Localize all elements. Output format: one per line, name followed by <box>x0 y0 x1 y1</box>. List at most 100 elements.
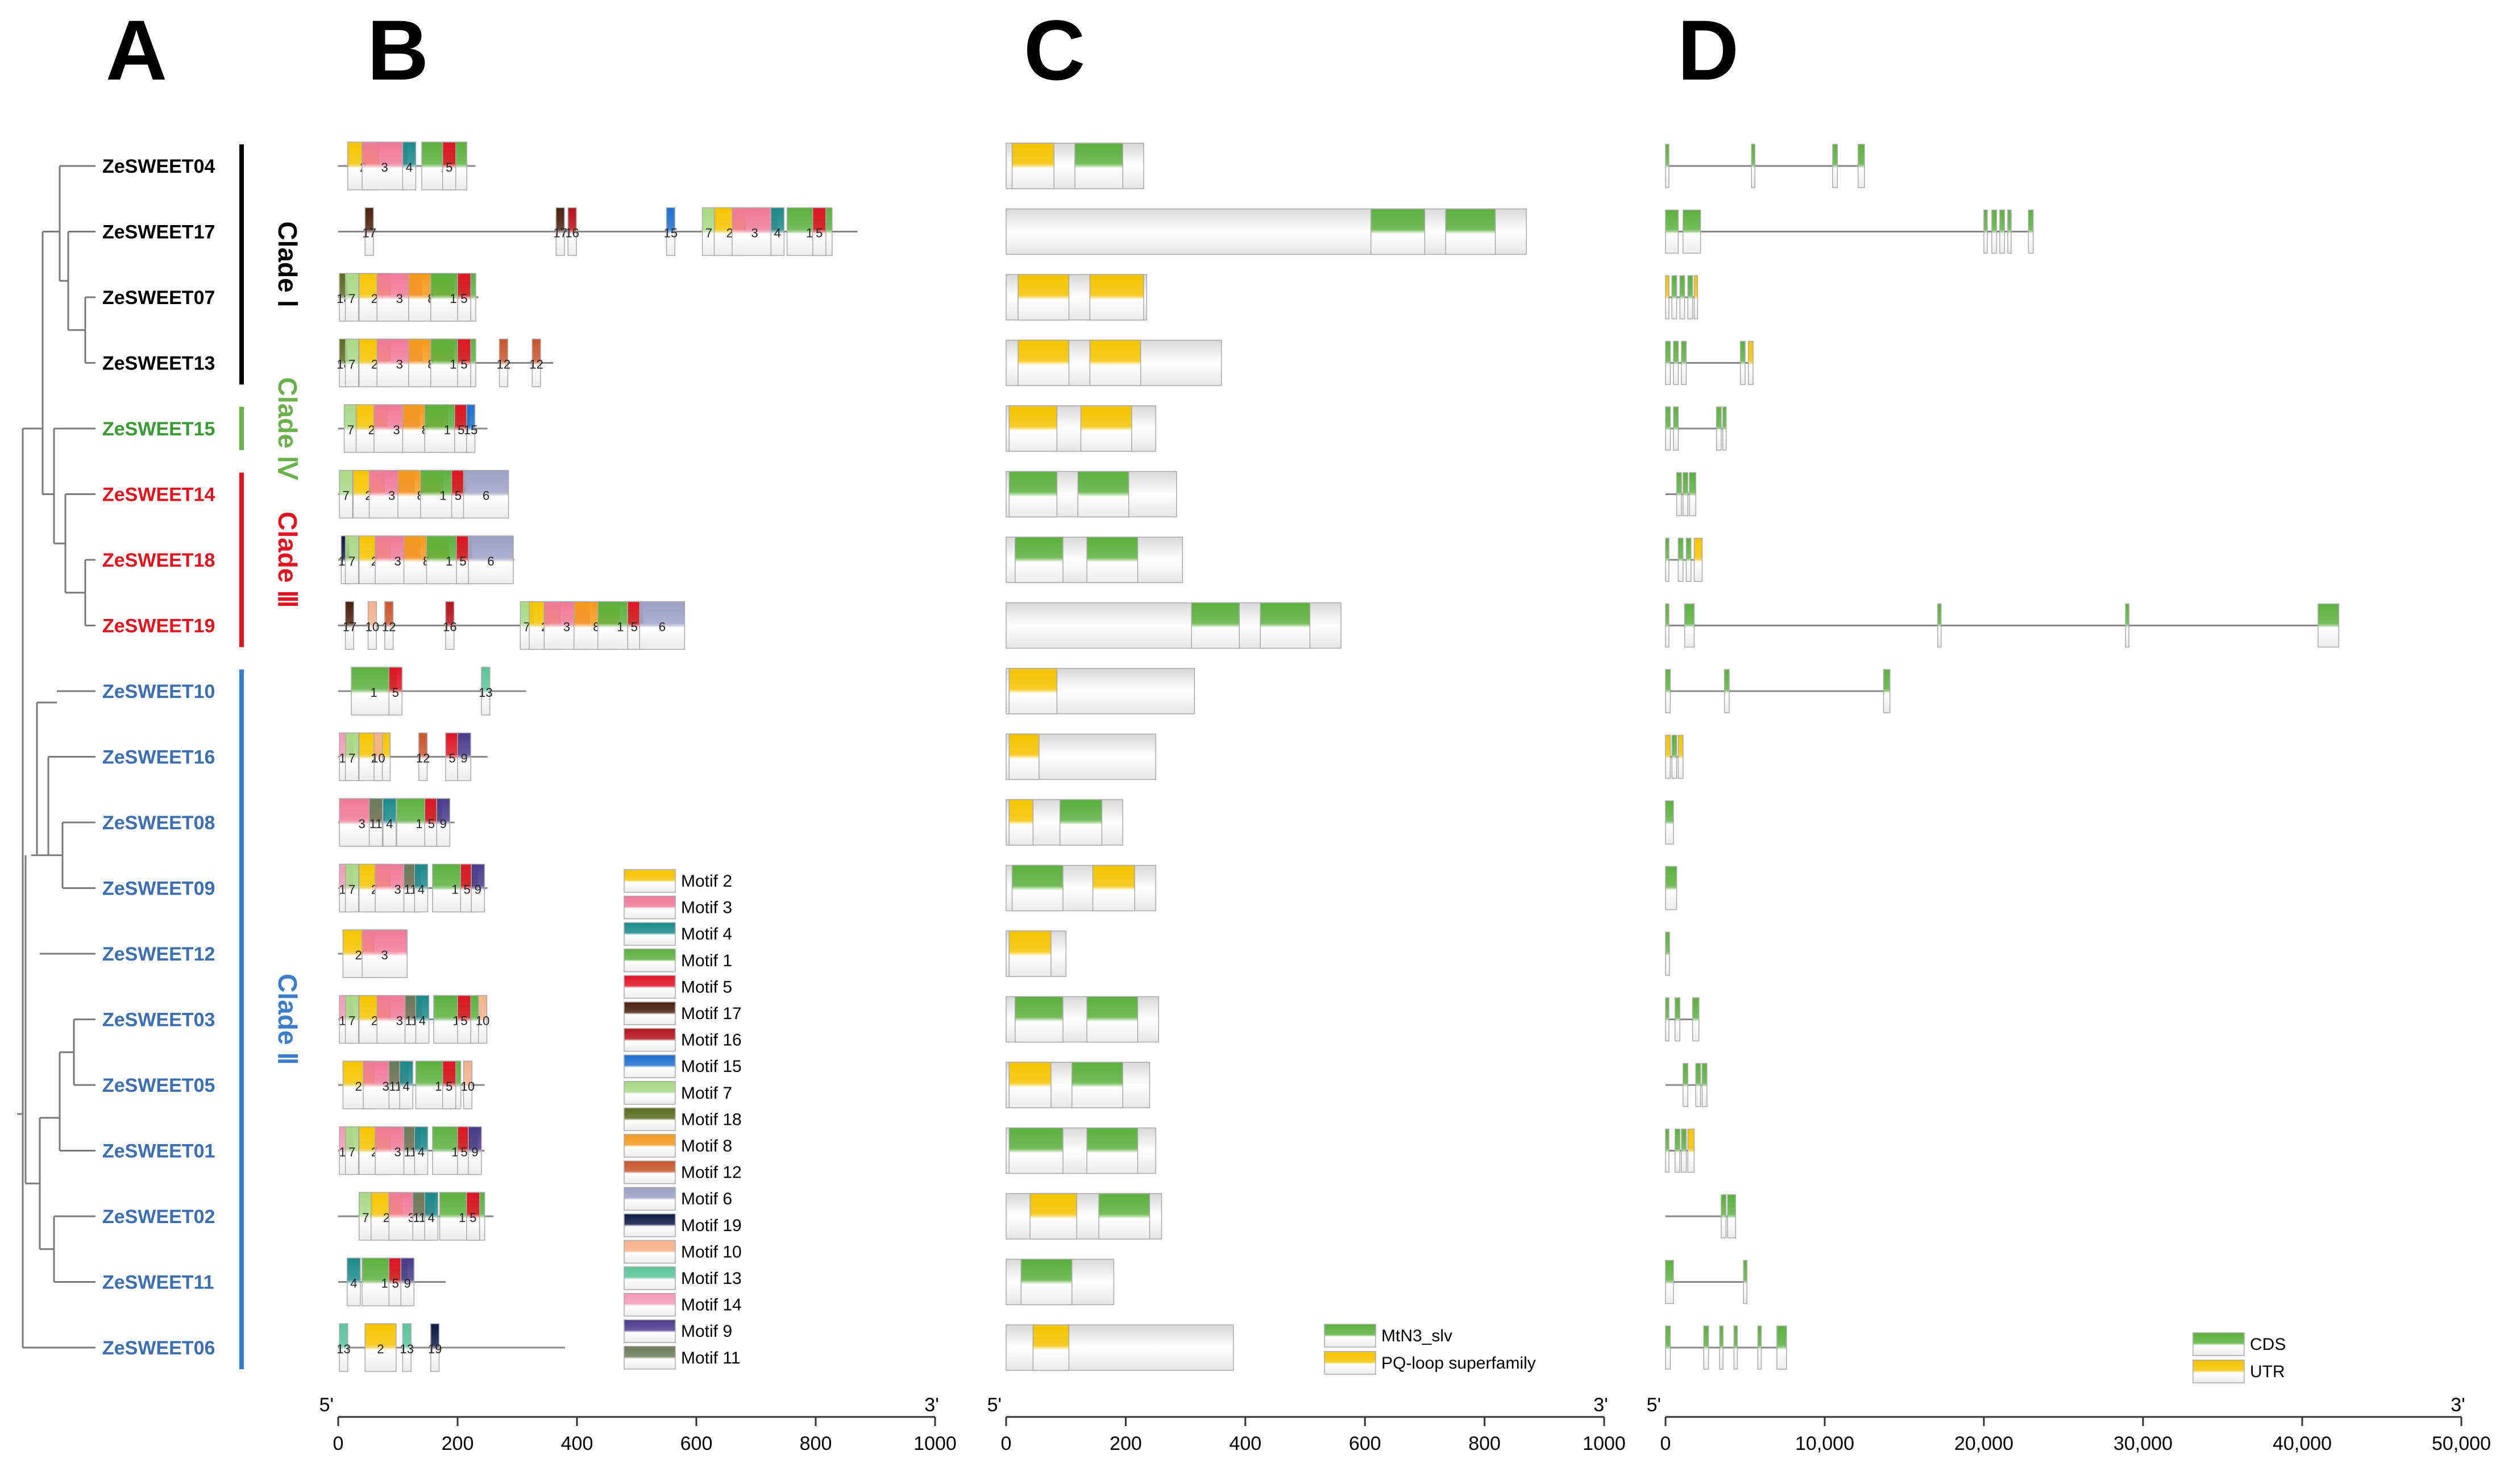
motif-label: 15 <box>664 226 678 240</box>
motif-box <box>414 863 429 913</box>
domain-box <box>1032 1324 1070 1371</box>
motif-label: 9 <box>404 1277 411 1291</box>
axis-tick-label: 1000 <box>913 1433 957 1454</box>
exon-box <box>1675 997 1680 1042</box>
domain-panel: MtN3_slv PQ-loop superfamily 0 200 400 600 800… <box>987 143 1626 1454</box>
motif-label: 3 <box>359 817 366 831</box>
gene-label: ZeSWEET12 <box>102 943 215 965</box>
motif-legend-swatch <box>624 1107 676 1132</box>
domain-box <box>1008 799 1034 846</box>
motif-label: 4 <box>406 160 413 174</box>
motif-box <box>344 1126 359 1175</box>
domain-box <box>1071 1062 1123 1108</box>
motif-label: 7 <box>524 620 530 634</box>
exon-box <box>1687 1128 1695 1173</box>
exon-box <box>1673 406 1679 451</box>
motif-label: 3 <box>394 883 401 897</box>
motif-label: 10 <box>371 751 385 766</box>
exon-box <box>1991 209 1997 254</box>
domain-box <box>1260 602 1311 649</box>
motif-label: 7 <box>705 226 712 240</box>
motif-label: 7 <box>348 883 355 897</box>
motif-box <box>436 798 451 847</box>
exon-box <box>2028 209 2034 254</box>
exon-box <box>1673 340 1679 385</box>
motif-label: 12 <box>416 751 430 766</box>
motif-box <box>384 601 394 650</box>
exon-box <box>1665 340 1671 385</box>
gene-name-labels: ZeSWEET04 ZeSWEET17 ZeSWEET07 ZeSWEET13 ZeSW… <box>102 156 215 1359</box>
motif-box <box>399 1061 414 1109</box>
exon-box <box>2318 603 2340 648</box>
exon-box <box>1692 997 1700 1042</box>
motif-label: 5 <box>816 226 823 240</box>
motif-legend-swatch <box>624 949 676 972</box>
gene-label: ZeSWEET19 <box>102 616 215 637</box>
motif-label: 5 <box>392 685 399 700</box>
motif-legend-label: Motif 1 <box>681 951 732 970</box>
motif-box <box>364 207 374 256</box>
motif-box <box>463 1061 472 1109</box>
axis-tick-label: 600 <box>680 1433 713 1454</box>
motif-label: 1 <box>617 620 624 634</box>
motif-label: 1 <box>459 1211 466 1225</box>
structure-legend-label: UTR <box>2250 1362 2285 1381</box>
motif-box <box>471 863 485 913</box>
motif-label: 9 <box>460 751 467 766</box>
motif-legend-label: Motif 10 <box>681 1242 742 1261</box>
gene-label: ZeSWEET04 <box>102 156 215 177</box>
motif-label: 13 <box>400 1342 414 1356</box>
exon-box <box>1983 209 1988 254</box>
panel-label-c: C <box>1024 2 1085 98</box>
gene-label: ZeSWEET05 <box>102 1075 215 1096</box>
exon-box <box>1727 1194 1736 1238</box>
motif-label: 2 <box>371 292 378 306</box>
exon-box <box>1665 997 1670 1042</box>
exon-box <box>1665 932 1670 976</box>
axis-end-label: 3' <box>2451 1394 2465 1416</box>
exon-box <box>1665 275 1670 319</box>
exon-box <box>1665 209 1679 254</box>
axis-tick-label: 30,000 <box>2113 1433 2173 1454</box>
motif-label: 5 <box>448 751 455 766</box>
motif-box <box>732 207 778 256</box>
motif-label: 2 <box>355 1079 362 1094</box>
motif-label: 3 <box>394 1145 401 1159</box>
exon-box <box>1665 1128 1670 1173</box>
exon-box <box>1671 734 1677 779</box>
motif-label: 2 <box>368 423 375 437</box>
exon-box <box>1665 603 1670 648</box>
motif-label: 7 <box>348 1014 355 1028</box>
domain-box <box>1015 996 1064 1043</box>
axis-tick-label: 50,000 <box>2432 1433 2491 1454</box>
motif-box <box>463 469 509 519</box>
axis-start-label: 5' <box>1647 1394 1661 1416</box>
exon-box <box>1665 1325 1671 1370</box>
motif-label: 13 <box>479 685 492 700</box>
motif-label: 4 <box>350 1277 357 1291</box>
motif-label: 2 <box>383 1211 390 1225</box>
motif-label: 4 <box>418 883 425 897</box>
exon-box <box>1722 406 1727 451</box>
exon-box <box>1671 275 1677 319</box>
motif-label: 1 <box>435 1079 442 1094</box>
clade-label: Clade Ⅳ <box>273 377 302 481</box>
motif-box <box>531 338 541 388</box>
motif-label: 11 <box>404 883 417 897</box>
axis-tick-label: 800 <box>800 1433 832 1454</box>
exon-box <box>1683 209 1701 254</box>
gene-label: ZeSWEET13 <box>102 353 215 375</box>
motif-label: 19 <box>428 1342 442 1356</box>
motif-label: 7 <box>348 292 355 306</box>
motif-legend-label: Motif 7 <box>681 1084 732 1103</box>
motif-label: 10 <box>461 1079 475 1094</box>
gene-label: ZeSWEET01 <box>102 1141 215 1162</box>
exon-box <box>1676 472 1682 517</box>
gene-label: ZeSWEET06 <box>102 1337 215 1359</box>
motif-box <box>388 667 403 716</box>
motif-legend-label: Motif 14 <box>681 1296 742 1315</box>
motif-box <box>400 1257 415 1307</box>
motif-legend-swatch <box>624 1001 676 1025</box>
motif-label: 1 <box>446 554 452 568</box>
